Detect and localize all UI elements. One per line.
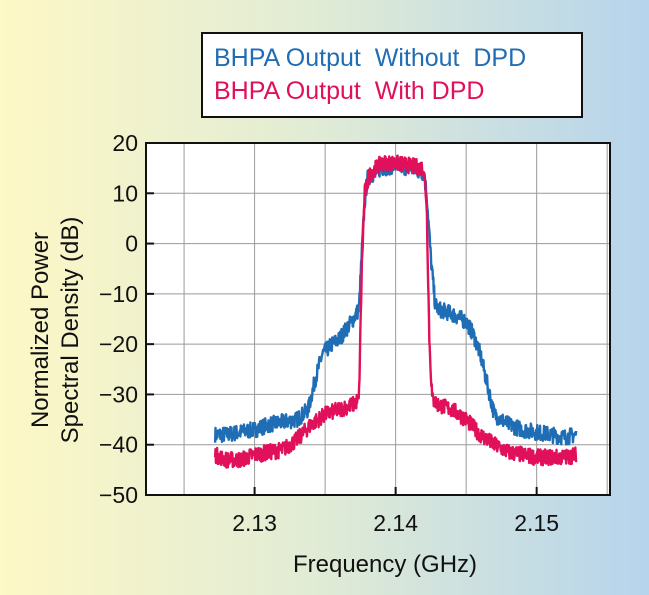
legend-entry-without-dpd: BHPA Output Without DPD bbox=[214, 44, 526, 72]
legend: BHPA Output Without DPD BHPA Output With… bbox=[201, 32, 583, 118]
y-tick-label: −10 bbox=[99, 281, 138, 307]
x-tick-label: 2.13 bbox=[232, 510, 277, 536]
y-tick-label: −50 bbox=[99, 482, 138, 508]
y-tick-label: 20 bbox=[112, 130, 138, 156]
series-lines bbox=[213, 154, 578, 469]
ticks: 20 10 0 −10 −20 −30 −40 −50 2.13 2.14 2.15 bbox=[99, 130, 559, 536]
y-tick-label: 0 bbox=[125, 231, 138, 257]
y-tick-label: 10 bbox=[112, 180, 138, 206]
legend-box bbox=[201, 32, 583, 118]
x-tick-label: 2.14 bbox=[373, 510, 418, 536]
legend-entry-with-dpd: BHPA Output With DPD bbox=[214, 77, 484, 105]
y-tick-label: −40 bbox=[99, 432, 138, 458]
plot-frame bbox=[145, 142, 611, 496]
y-tick-label: −20 bbox=[99, 331, 138, 357]
x-axis-title: Frequency (GHz) bbox=[293, 551, 477, 578]
y-axis-title: Normalized Power Spectral Density (dB) bbox=[27, 217, 84, 444]
y-tick-label: −30 bbox=[99, 381, 138, 407]
y-axis-title-line-2: Spectral Density (dB) bbox=[57, 217, 84, 444]
series-line-with-dpd bbox=[213, 154, 578, 469]
y-axis-title-line-1: Normalized Power bbox=[27, 232, 54, 428]
x-tick-label: 2.15 bbox=[514, 510, 559, 536]
